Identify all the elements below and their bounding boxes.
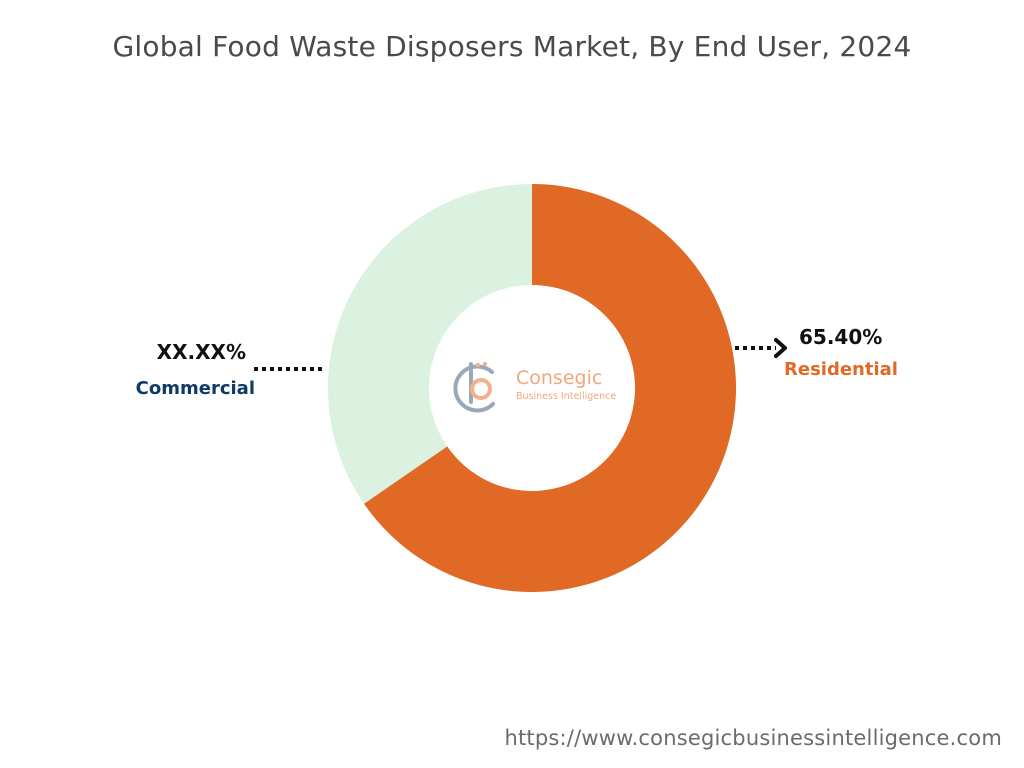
center-logo: Consegic Business Intelligence (453, 361, 616, 413)
chart-title: Global Food Waste Disposers Market, By E… (112, 30, 912, 63)
logo-name: Consegic (516, 367, 602, 389)
source-url: https://www.consegicbusinessintelligence… (504, 726, 1002, 750)
slices-group (328, 184, 736, 592)
residential-value-label: 65.40% (799, 325, 882, 349)
residential-name-label: Residential (784, 359, 898, 380)
logo-tagline: Business Intelligence (516, 391, 616, 402)
residential-arrow-icon (774, 338, 787, 358)
logo-icon (453, 361, 495, 413)
slice-commercial (328, 184, 532, 504)
commercial-name-label: Commercial (136, 378, 255, 399)
slice-residential (363, 184, 736, 592)
commercial-value-label: XX.XX% (157, 340, 246, 364)
